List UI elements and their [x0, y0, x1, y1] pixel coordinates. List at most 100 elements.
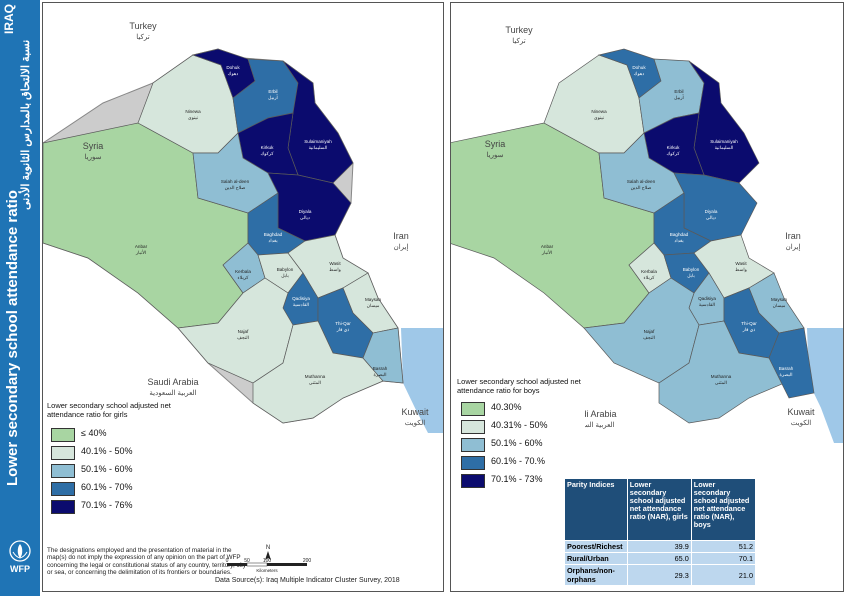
legend-item: 40.30% [457, 399, 585, 417]
gov-label: Qadisiya [292, 296, 310, 301]
legend-item: 40.31% - 50% [457, 417, 585, 435]
legend-label: ≤ 40% [81, 428, 107, 438]
gov-label-ar: ميسان [367, 303, 380, 308]
table-row: Orphans/non-orphans 29.3 21.0 [564, 564, 757, 586]
table-header: Lower secondary school adjusted net atte… [626, 478, 692, 541]
gov-label: Baghdad [264, 232, 283, 237]
gov-basrah [768, 327, 815, 399]
neighbor-labels: Turkey تركيا Syria سوريا Iran إيران Saud… [485, 25, 815, 429]
gov-label-ar: ذي قار [742, 327, 756, 333]
gov-label: Ninewa [185, 109, 201, 114]
gov-label-ar: كركوك [666, 151, 680, 157]
gov-label-ar: كركوك [260, 151, 274, 157]
label-turkey: Turkey [129, 21, 157, 31]
gov-label: Salah al-deen [627, 179, 656, 184]
gov-label: Muthanna [305, 374, 326, 379]
label-turkey: Turkey [505, 25, 533, 35]
gov-label: Diyala [705, 209, 718, 214]
north-label: N [266, 545, 270, 551]
wfp-emblem-icon [9, 540, 31, 562]
legend-label: 70.1% - 73% [491, 474, 543, 484]
gov-label: Qadisiya [698, 296, 716, 301]
gov-label-ar: بابل [687, 273, 694, 278]
gov-label-ar: الأنبار [541, 248, 552, 256]
legend-label: 50.1% - 60% [491, 438, 543, 448]
scale-unit: Kilometers [256, 568, 278, 573]
gov-label: Thi-Qar [335, 321, 351, 326]
gov-label: Basrah [373, 366, 388, 371]
gov-label-ar: بغداد [268, 238, 277, 243]
gov-label-ar: صلاح الدين [225, 185, 246, 191]
gov-label-ar: ميسان [773, 303, 786, 308]
table-header: Parity Indices [564, 478, 628, 541]
gov-label-ar: واسط [329, 267, 341, 273]
map-panel-girls: Turkey تركيا Syria سوريا Iran إيران Saud… [42, 2, 444, 592]
table-cell: 21.0 [690, 564, 757, 586]
legend-girls: Lower secondary school adjusted net atte… [47, 401, 187, 515]
gov-label-ar: السليمانية [309, 145, 328, 150]
legend-item: 60.1% - 70% [47, 479, 187, 497]
gov-label-ar: بغداد [674, 238, 683, 243]
table-cell: Rural/Urban [564, 552, 628, 565]
legend-swatch [461, 420, 485, 434]
label-saudi: Saudi Arabia [147, 377, 198, 387]
legend-title: Lower secondary school adjusted net atte… [457, 377, 581, 395]
label-syria: Syria [83, 141, 104, 151]
legend-item: 40.1% - 50% [47, 443, 187, 461]
legend-label: 40.30% [491, 402, 522, 412]
gov-label: Babylon [277, 267, 294, 272]
legend-swatch [51, 500, 75, 514]
gov-label: Dohuk [226, 65, 240, 70]
gov-label-ar: دهوك [228, 71, 239, 77]
gov-label: Maysan [771, 297, 788, 302]
label-saudi-ar: العربية السعودية [567, 421, 614, 429]
legend-label: 70.1% - 76% [81, 500, 133, 510]
gov-label: Ninewa [591, 109, 607, 114]
label-saudi-ar: العربية السعودية [149, 389, 196, 397]
scale-tick: 0 [226, 558, 229, 564]
gov-label: Anbar [135, 244, 148, 249]
legend-item: 70.1% - 73% [457, 471, 585, 489]
gov-label-ar: الأنبار [135, 248, 146, 256]
gov-label: Erbil [674, 89, 683, 94]
gulf-water [401, 328, 443, 433]
gov-label-ar: القادسية [293, 302, 309, 307]
gov-label-ar: صلاح الدين [631, 185, 652, 191]
gov-label: Kirkuk [667, 145, 680, 150]
legend-label: 60.1% - 70% [81, 482, 133, 492]
disclaimer: The designations employed and the presen… [47, 547, 246, 577]
gov-label: Dohuk [632, 65, 646, 70]
gov-label-ar: ديالى [300, 215, 310, 220]
label-iran-ar: إيران [394, 243, 409, 251]
table-cell: Orphans/non-orphans [564, 564, 628, 586]
label-turkey-ar: تركيا [512, 37, 525, 45]
table-header-row: Parity Indices Lower secondary school ad… [564, 478, 757, 541]
legend-item: 70.1% - 76% [47, 497, 187, 515]
gov-label: Thi-Qar [741, 321, 757, 326]
legend-swatch [51, 446, 75, 460]
gov-muthanna [252, 320, 384, 424]
legend-swatch [461, 402, 485, 416]
gov-label: Diyala [299, 209, 312, 214]
label-iran-ar: إيران [786, 243, 801, 251]
gov-label-ar: المثنى [715, 380, 727, 385]
gov-label: Najaf [238, 329, 249, 334]
scale-tick: 50 [244, 558, 250, 564]
label-syria-ar: سوريا [85, 153, 102, 161]
gov-label: Maysan [365, 297, 382, 302]
gov-label-ar: النجف [643, 335, 655, 340]
gov-label: Kerbala [641, 269, 657, 274]
north-arrow-icon [265, 551, 271, 560]
gov-label: Kerbala [235, 269, 251, 274]
gov-label: Wasit [735, 261, 747, 266]
table-header: Lower secondary school adjusted net atte… [690, 478, 757, 541]
gov-label-ar: المثنى [309, 380, 321, 385]
gov-label-ar: ديالى [706, 215, 716, 220]
gov-label: Najaf [644, 329, 655, 334]
gov-label-ar: واسط [735, 267, 747, 273]
gov-label-ar: النجف [237, 335, 249, 340]
scale-bar: N 0 50 100 200 Kilometers [226, 545, 312, 573]
table-cell: 29.3 [626, 564, 692, 586]
